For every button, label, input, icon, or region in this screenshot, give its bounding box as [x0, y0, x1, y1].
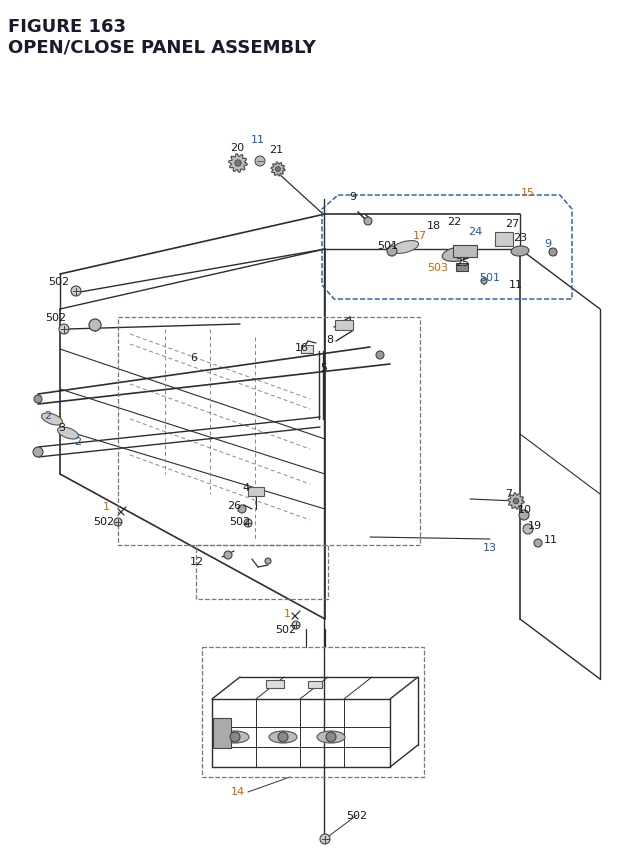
Text: 21: 21	[269, 145, 283, 155]
Circle shape	[276, 167, 280, 172]
Text: 11: 11	[509, 280, 523, 289]
Text: 11: 11	[251, 135, 265, 145]
Circle shape	[481, 279, 487, 285]
Text: 18: 18	[427, 220, 441, 231]
Circle shape	[292, 622, 300, 629]
Text: 13: 13	[483, 542, 497, 553]
Circle shape	[114, 518, 122, 526]
Text: 24: 24	[468, 226, 482, 237]
Circle shape	[89, 319, 101, 331]
Circle shape	[376, 351, 384, 360]
Ellipse shape	[42, 413, 63, 425]
Text: 26: 26	[227, 500, 241, 511]
Text: 503: 503	[428, 263, 449, 273]
Circle shape	[523, 524, 533, 535]
Circle shape	[320, 834, 330, 844]
Bar	[301, 345, 313, 354]
Text: 1: 1	[284, 608, 291, 618]
Ellipse shape	[221, 731, 249, 743]
Text: 12: 12	[190, 556, 204, 567]
Text: 11: 11	[544, 535, 558, 544]
Text: 2: 2	[74, 437, 81, 447]
Bar	[335, 320, 353, 331]
Text: 27: 27	[505, 219, 519, 229]
Text: 501: 501	[378, 241, 399, 251]
Ellipse shape	[511, 246, 529, 257]
Circle shape	[534, 539, 542, 548]
Text: 502: 502	[346, 810, 367, 820]
Text: 16: 16	[295, 343, 309, 353]
Text: 3: 3	[58, 423, 65, 432]
Text: 1: 1	[102, 501, 109, 511]
Text: OPEN/CLOSE PANEL ASSEMBLY: OPEN/CLOSE PANEL ASSEMBLY	[8, 38, 316, 56]
Text: 17: 17	[413, 231, 427, 241]
Circle shape	[278, 732, 288, 742]
Bar	[248, 487, 264, 496]
Circle shape	[265, 558, 271, 564]
Circle shape	[34, 395, 42, 404]
Circle shape	[33, 448, 43, 457]
Bar	[266, 680, 284, 688]
Circle shape	[255, 157, 265, 167]
Polygon shape	[271, 163, 285, 177]
Text: 502: 502	[49, 276, 70, 287]
Ellipse shape	[269, 731, 297, 743]
Ellipse shape	[392, 241, 419, 254]
Bar	[453, 245, 477, 257]
Circle shape	[513, 499, 519, 505]
Text: 2: 2	[44, 411, 52, 420]
Circle shape	[364, 218, 372, 226]
Circle shape	[326, 732, 336, 742]
Bar	[308, 681, 322, 688]
Text: 22: 22	[447, 217, 461, 226]
Ellipse shape	[317, 731, 345, 743]
Text: 9: 9	[545, 238, 552, 249]
Text: 19: 19	[528, 520, 542, 530]
Text: 8: 8	[326, 335, 333, 344]
Circle shape	[549, 249, 557, 257]
Circle shape	[244, 519, 252, 528]
Text: 502: 502	[93, 517, 115, 526]
Text: 15: 15	[521, 188, 535, 198]
Polygon shape	[228, 155, 247, 173]
Text: 14: 14	[231, 786, 245, 796]
Text: 7: 7	[506, 488, 513, 499]
Circle shape	[224, 551, 232, 560]
Circle shape	[519, 511, 529, 520]
Circle shape	[235, 161, 241, 167]
Text: 501: 501	[479, 273, 500, 282]
Circle shape	[59, 325, 69, 335]
Text: 25: 25	[455, 257, 469, 268]
Text: 6: 6	[191, 353, 198, 362]
Bar	[456, 263, 468, 272]
Circle shape	[387, 247, 397, 257]
Text: 20: 20	[230, 143, 244, 152]
Text: FIGURE 163: FIGURE 163	[8, 18, 126, 36]
Text: 23: 23	[513, 232, 527, 243]
Circle shape	[238, 505, 246, 513]
Text: 5: 5	[321, 362, 328, 373]
Polygon shape	[508, 493, 524, 510]
Circle shape	[230, 732, 240, 742]
Bar	[213, 718, 231, 748]
Bar	[495, 232, 513, 247]
Text: 502: 502	[275, 624, 296, 635]
Ellipse shape	[442, 247, 474, 262]
Circle shape	[71, 287, 81, 297]
Text: 9: 9	[349, 192, 356, 201]
Text: 4: 4	[243, 482, 250, 492]
Text: 502: 502	[45, 313, 67, 323]
Ellipse shape	[58, 427, 79, 439]
Text: 502: 502	[229, 517, 251, 526]
Text: 10: 10	[518, 505, 532, 514]
